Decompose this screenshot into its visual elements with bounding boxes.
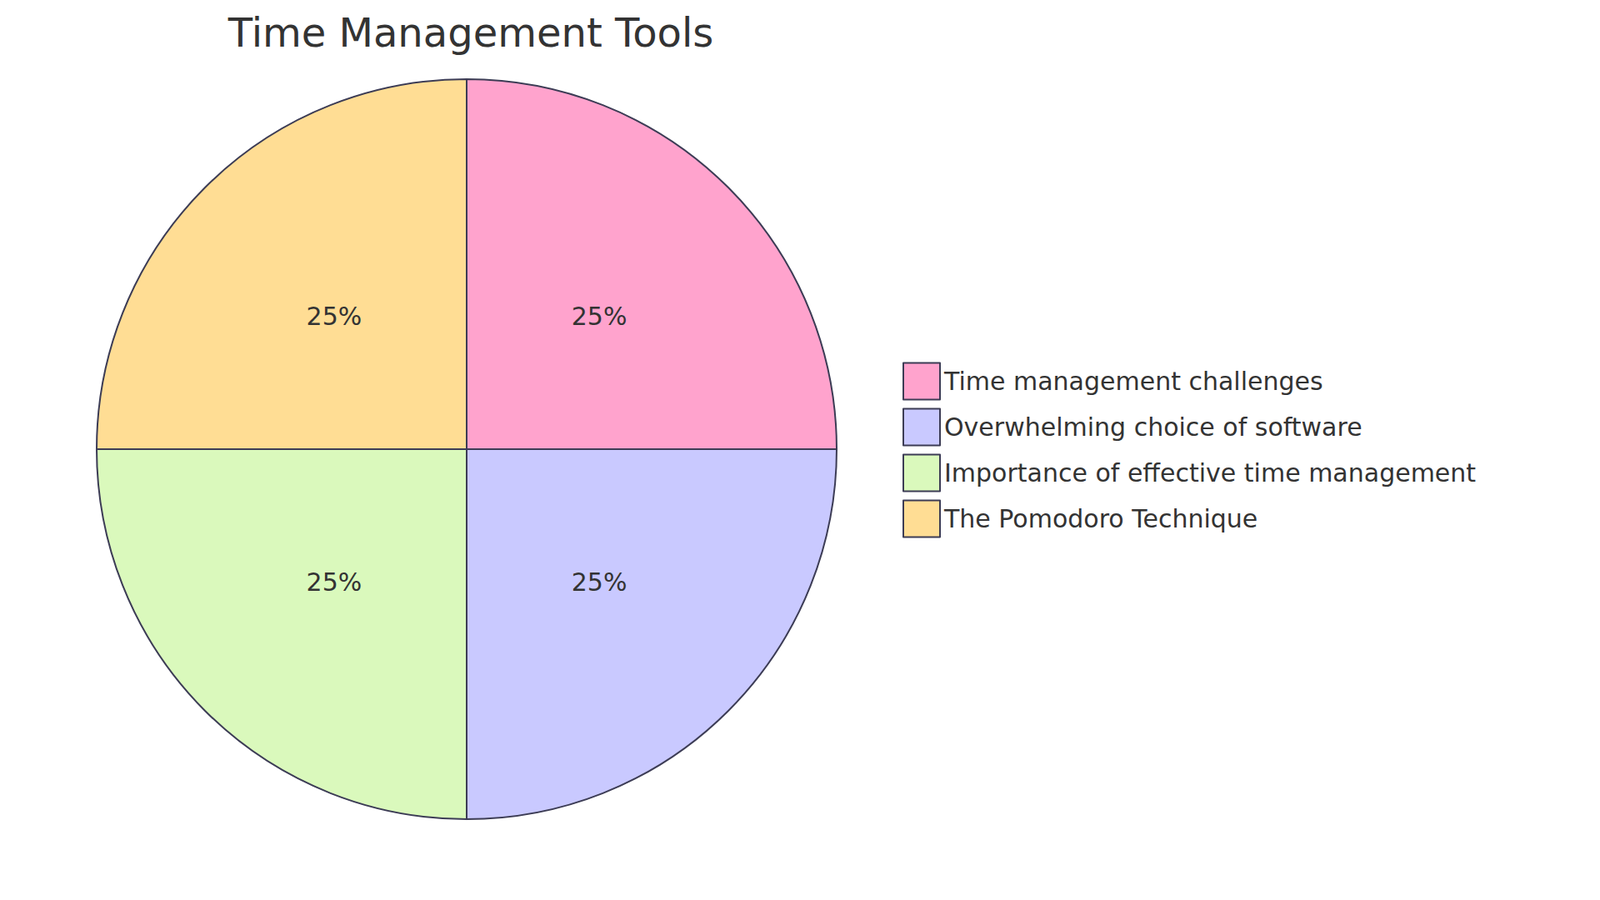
svg-text:25%: 25% [571, 301, 628, 331]
svg-text:25%: 25% [306, 567, 363, 597]
svg-text:25%: 25% [306, 301, 363, 331]
svg-text:25%: 25% [571, 567, 628, 597]
svg-text:Time management challenges: Time management challenges [943, 366, 1324, 396]
svg-text:The Pomodoro Technique: The Pomodoro Technique [943, 504, 1258, 534]
svg-text:Overwhelming choice of softwar: Overwhelming choice of software [944, 412, 1363, 442]
svg-text:Time Management Tools: Time Management Tools [227, 9, 714, 56]
svg-text:Importance of effective time m: Importance of effective time management [944, 458, 1476, 488]
